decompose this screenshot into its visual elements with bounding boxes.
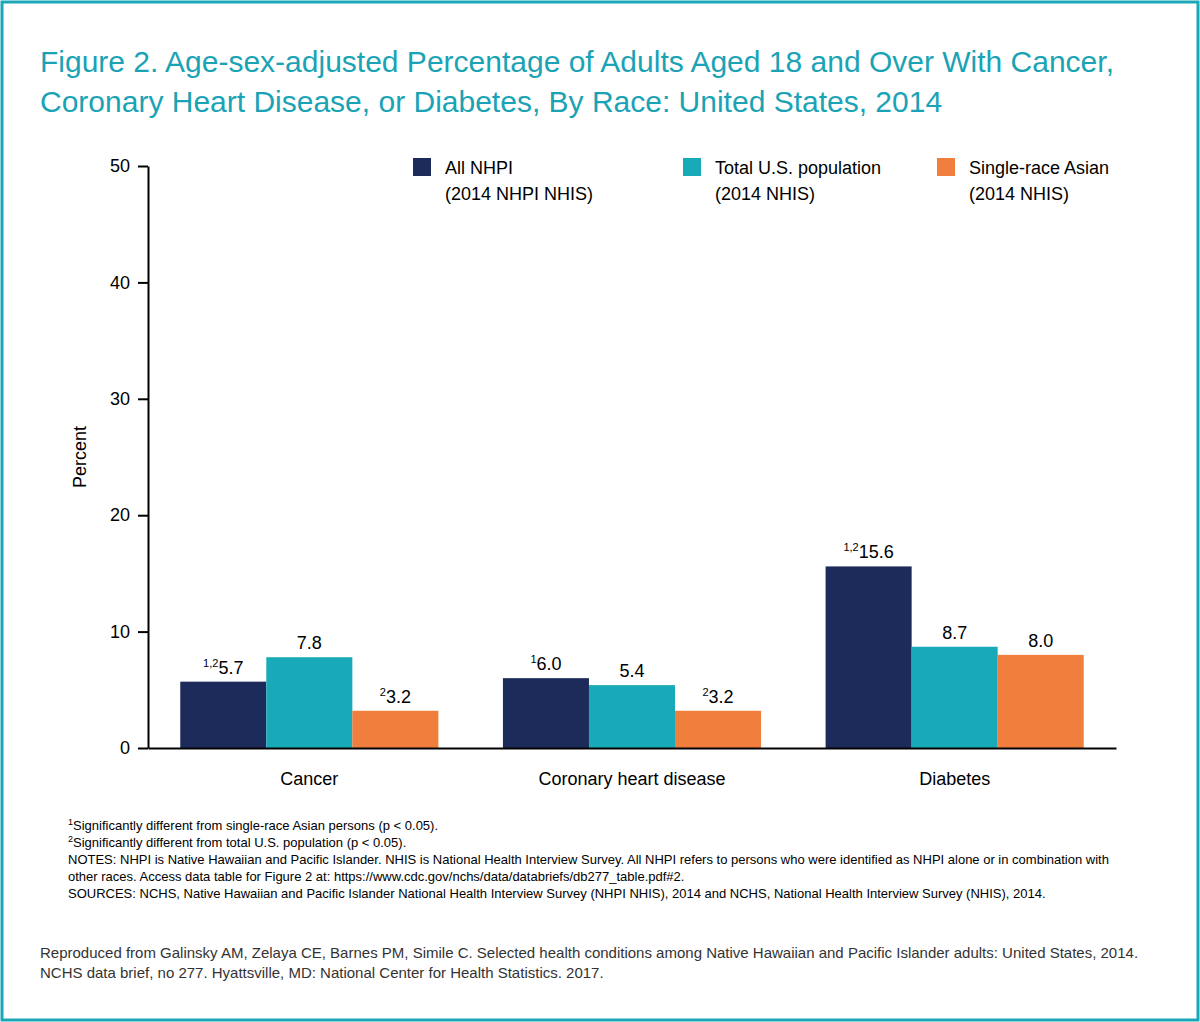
y-tick-mark — [138, 748, 148, 750]
y-tick-mark — [138, 398, 148, 400]
data-label-value: 5.7 — [218, 658, 243, 678]
data-label-value: 15.6 — [859, 542, 894, 562]
footnote-text: Significantly different from single-race… — [73, 818, 438, 833]
footnote: 1Significantly different from single-rac… — [68, 817, 438, 833]
y-tick: 20 — [110, 505, 148, 525]
legend-line: (2014 NHIS) — [715, 184, 815, 204]
text-line: other races. Access data table for Figur… — [68, 869, 684, 884]
data-label: 5.4 — [619, 661, 644, 681]
legend-line: Total U.S. population — [715, 158, 881, 178]
text-line: NCHS data brief, no 277. Hyattsville, MD… — [40, 964, 604, 981]
y-axis: 0 10 20 30 40 50 — [110, 156, 149, 758]
y-tick: 10 — [110, 622, 148, 642]
y-tick-mark — [138, 515, 148, 517]
text-line: Coronary Heart Disease, or Diabetes, By … — [40, 85, 942, 118]
chart: Figure 2. Age-sex-adjusted Percentage of… — [0, 0, 1200, 1022]
significance-marker: 1,2 — [203, 657, 218, 669]
data-label: 1,25.7 — [203, 657, 243, 678]
bars — [180, 566, 1083, 748]
data-label: 23.2 — [380, 686, 411, 707]
y-tick-mark — [138, 631, 148, 633]
text-line: Figure 2. Age-sex-adjusted Percentage of… — [40, 45, 1114, 78]
legend-swatch — [937, 158, 955, 176]
legend-line: (2014 NHIS) — [969, 184, 1069, 204]
bar — [826, 566, 912, 748]
data-label-value: 3.2 — [386, 687, 411, 707]
legend-line: Single-race Asian — [969, 158, 1109, 178]
credit: Reproduced from Galinsky AM, Zelaya CE, … — [40, 944, 1138, 981]
y-tick: 40 — [110, 273, 148, 293]
data-labels: 1,25.716.01,215.67.85.48.723.223.28.0 — [203, 541, 1053, 706]
y-tick-label: 0 — [120, 738, 130, 758]
y-tick: 0 — [120, 738, 148, 758]
text-line: NOTES: NHPI is Native Hawaiian and Pacif… — [68, 852, 1109, 867]
data-label: 8.0 — [1028, 631, 1053, 651]
bar — [266, 657, 352, 748]
y-tick-label: 30 — [110, 389, 130, 409]
data-label-value: 3.2 — [709, 687, 734, 707]
data-label: 1,215.6 — [843, 541, 893, 562]
legend-line: (2014 NHPI NHIS) — [445, 184, 593, 204]
bar — [998, 655, 1084, 748]
legend-label: Total U.S. population (2014 NHIS) — [715, 158, 881, 204]
bar — [180, 682, 266, 748]
data-label: 23.2 — [702, 686, 733, 707]
bar — [503, 678, 589, 748]
footnote: 2Significantly different from total U.S.… — [68, 834, 406, 850]
bar — [675, 711, 761, 748]
data-label: 8.7 — [942, 623, 967, 643]
y-axis-title: Percent — [70, 426, 90, 488]
significance-marker: 1,2 — [843, 541, 858, 553]
frame — [2, 2, 1198, 1020]
legend-line: All NHPI — [445, 158, 513, 178]
bar — [352, 711, 438, 748]
y-tick-label: 40 — [110, 273, 130, 293]
note: NOTES: NHPI is Native Hawaiian and Pacif… — [68, 852, 1109, 884]
x-axis-line — [149, 748, 1117, 750]
legend-item: Single-race Asian (2014 NHIS) — [937, 158, 1109, 204]
legend-label: Single-race Asian (2014 NHIS) — [969, 158, 1109, 204]
y-tick-label: 10 — [110, 622, 130, 642]
data-label-value: 6.0 — [537, 654, 562, 674]
legend: All NHPI (2014 NHPI NHIS) Total U.S. popul… — [413, 158, 1109, 204]
legend-item: All NHPI (2014 NHPI NHIS) — [413, 158, 593, 204]
y-tick-mark — [138, 282, 148, 284]
title: Figure 2. Age-sex-adjusted Percentage of… — [40, 45, 1114, 118]
bar — [589, 685, 675, 748]
x-tick: Diabetes — [919, 748, 990, 789]
x-tick-label: Coronary heart disease — [538, 769, 725, 789]
x-tick-label: Cancer — [280, 769, 338, 789]
x-tick: Coronary heart disease — [538, 748, 725, 789]
y-tick-label: 20 — [110, 505, 130, 525]
legend-label: All NHPI (2014 NHPI NHIS) — [445, 158, 593, 204]
legend-swatch — [683, 158, 701, 176]
footnote-text: Significantly different from total U.S. … — [73, 835, 406, 850]
x-tick: Cancer — [280, 748, 338, 789]
y-axis-line — [148, 167, 150, 749]
text-line: SOURCES: NCHS, Native Hawaiian and Pacif… — [68, 886, 1046, 901]
y-tick-label: 50 — [110, 156, 130, 176]
data-label: 16.0 — [530, 653, 561, 674]
legend-item: Total U.S. population (2014 NHIS) — [683, 158, 881, 204]
y-tick-mark — [138, 166, 148, 168]
x-axis: Cancer Coronary heart disease Diabetes — [149, 748, 1117, 789]
legend-swatch — [413, 158, 431, 176]
y-tick: 30 — [110, 389, 148, 409]
x-tick-label: Diabetes — [919, 769, 990, 789]
y-tick: 50 — [110, 156, 148, 176]
data-label: 7.8 — [297, 633, 322, 653]
bar — [912, 647, 998, 748]
text-line: Reproduced from Galinsky AM, Zelaya CE, … — [40, 944, 1138, 961]
note: SOURCES: NCHS, Native Hawaiian and Pacif… — [68, 886, 1046, 901]
